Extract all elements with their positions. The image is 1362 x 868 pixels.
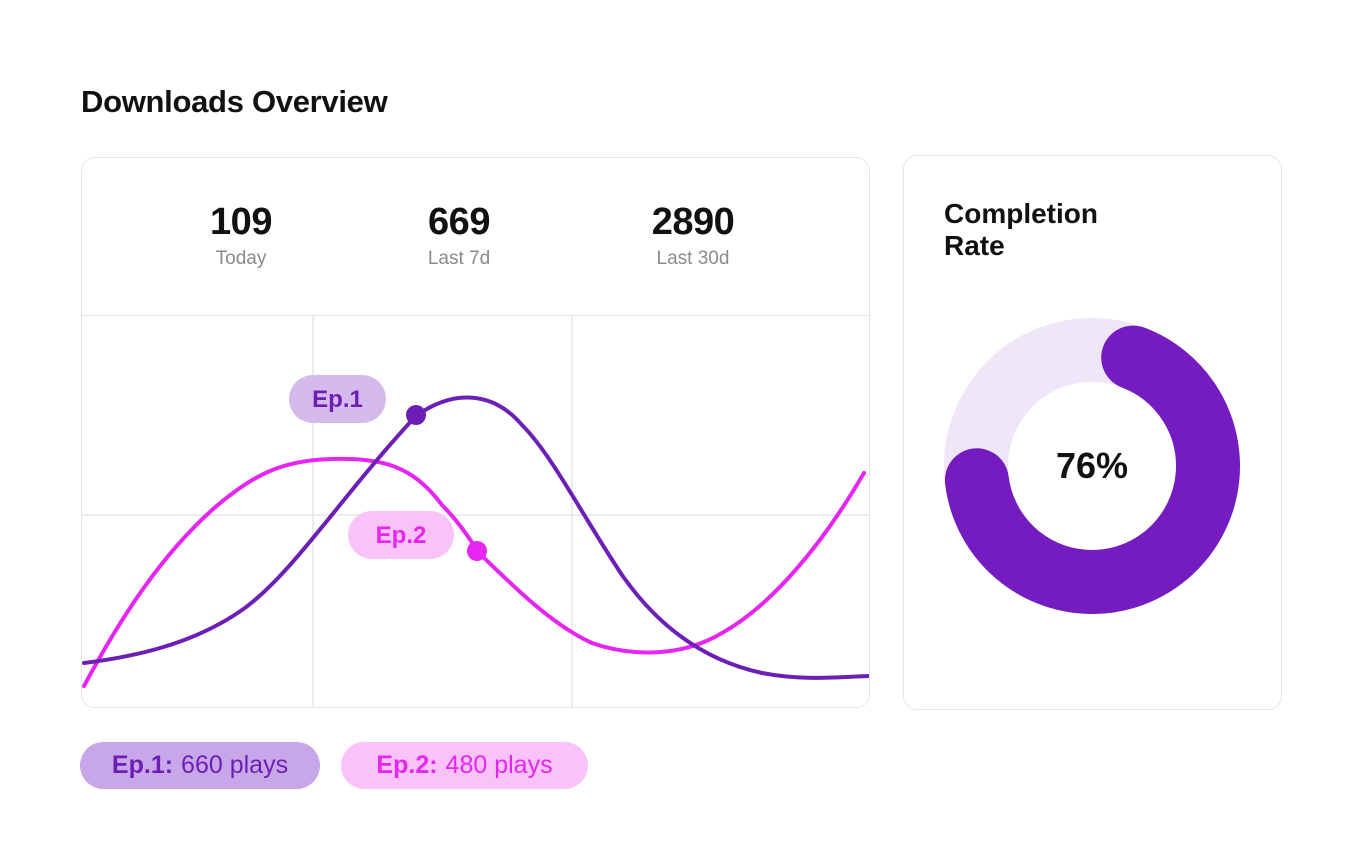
stat-today-label: Today <box>215 248 267 269</box>
label-ep2-text: Ep.2 <box>376 522 427 549</box>
label-ep1-bg <box>289 375 386 423</box>
stat-today: 109 Today <box>141 202 341 270</box>
legend-ep1: Ep.1: 660 plays <box>80 742 320 789</box>
completion-card: Completion Rate 76% <box>903 155 1282 710</box>
stat-30d: 2890 Last 30d <box>593 202 793 270</box>
stat-30d-value: 2890 <box>651 201 735 243</box>
stat-30d-label: Last 30d <box>656 248 730 269</box>
completion-donut <box>944 318 1240 614</box>
donut-fill <box>944 318 1240 614</box>
page-title: Downloads Overview <box>81 84 388 119</box>
completion-value: 76% <box>1055 445 1129 486</box>
stat-today-value: 109 <box>210 201 272 243</box>
series-line-ep1 <box>82 395 869 680</box>
stat-7d-value: 669 <box>428 201 490 243</box>
legend-ep2-text: 480 plays <box>445 751 553 779</box>
label-ep1-text: Ep.1 <box>312 386 363 413</box>
series-line-ep2 <box>82 456 866 688</box>
completion-title: Completion Rate <box>944 198 1098 261</box>
legend-ep2: Ep.2: 480 plays <box>341 742 588 789</box>
label-ep1: Ep.1 <box>289 375 386 423</box>
marker-ep1 <box>406 405 426 425</box>
downloads-line-chart: Ep.1 Ep.2 <box>82 315 869 707</box>
label-ep2: Ep.2 <box>348 511 454 559</box>
label-ep2-bg <box>348 511 454 559</box>
stats-row: 109 Today 669 Last 7d 2890 Last 30d <box>82 158 869 316</box>
stat-7d: 669 Last 7d <box>359 202 559 270</box>
marker-ep2 <box>467 541 487 561</box>
legend-ep1-name: Ep.1: <box>111 751 174 779</box>
legend-ep1-text: 660 plays <box>181 751 289 779</box>
downloads-card: 109 Today 669 Last 7d 2890 Last 30d Ep.1… <box>81 157 870 708</box>
stat-7d-label: Last 7d <box>427 248 491 269</box>
legend-ep2-name: Ep.2: <box>376 751 438 779</box>
